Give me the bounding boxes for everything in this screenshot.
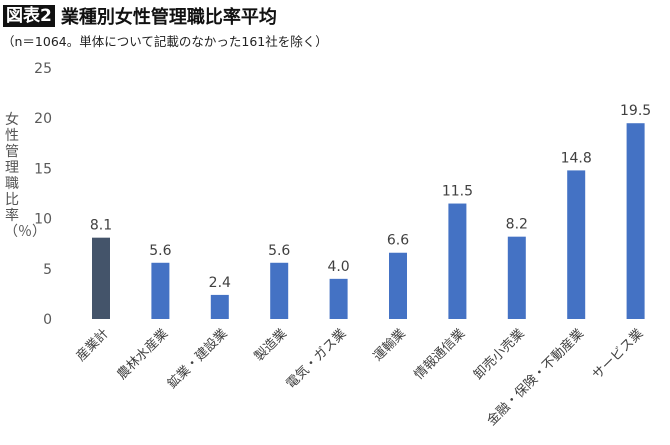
- data-label: 5.6: [149, 243, 171, 259]
- bar: [448, 203, 467, 319]
- x-tick-label: 電気・ガス業: [283, 326, 349, 392]
- y-axis-label: 女性管理職比率（％）: [4, 112, 46, 240]
- bar: [567, 170, 586, 319]
- data-label: 8.1: [90, 218, 112, 234]
- x-tick-label: 農林水産業: [114, 326, 171, 383]
- data-label: 14.8: [561, 150, 592, 166]
- x-tick-label: 卸売小売業: [470, 326, 527, 383]
- bar: [329, 278, 348, 319]
- x-tick-label: 産業計: [73, 326, 112, 365]
- figure-label: 図表2: [3, 5, 55, 27]
- bar: [210, 294, 229, 319]
- x-tick-label: サービス業: [589, 326, 646, 383]
- y-tick-label: 25: [34, 61, 52, 77]
- y-tick-label: 0: [43, 312, 52, 328]
- bar: [270, 262, 289, 319]
- y-tick-label: 10: [34, 212, 52, 228]
- bar: [626, 123, 645, 319]
- data-label: 8.2: [506, 217, 528, 233]
- data-label: 11.5: [442, 184, 473, 200]
- data-label: 5.6: [268, 243, 290, 259]
- x-tick-label: 運輸業: [370, 326, 409, 365]
- y-tick-label: 15: [34, 161, 52, 177]
- chart-title: 業種別女性管理職比率平均: [60, 7, 277, 28]
- x-tick-label: 金融・保険・不動産業: [484, 326, 587, 429]
- y-tick-label: 5: [43, 262, 52, 278]
- x-tick-label: 製造業: [251, 326, 290, 365]
- chart-header: 図表2 業種別女性管理職比率平均: [3, 3, 277, 29]
- bar: [389, 252, 407, 319]
- bar: [507, 236, 526, 319]
- data-label: 6.6: [387, 233, 409, 249]
- data-label: 2.4: [209, 275, 231, 291]
- y-tick-label: 20: [34, 111, 52, 127]
- chart-subtitle: （n＝1064。単体について記載のなかった161社を除く）: [2, 34, 328, 49]
- data-label: 19.5: [620, 103, 651, 119]
- data-label: 4.0: [327, 259, 349, 275]
- bar: [92, 237, 110, 319]
- x-tick-label: 鉱業・建設業: [164, 326, 230, 392]
- bar: [151, 262, 170, 319]
- x-tick-label: 情報通信業: [411, 326, 468, 383]
